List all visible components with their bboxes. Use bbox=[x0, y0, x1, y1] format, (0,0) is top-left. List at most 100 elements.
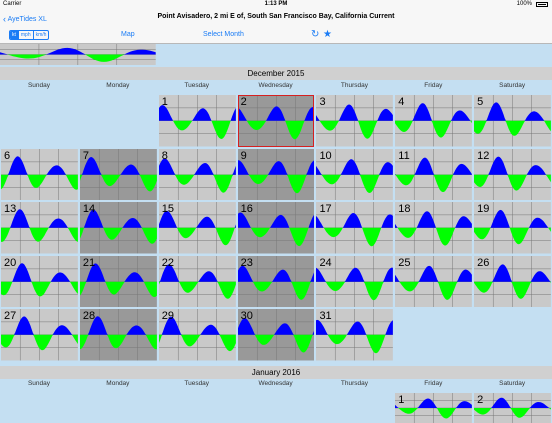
tide-graph bbox=[1, 202, 78, 254]
calendar-day-cell[interactable]: 7 bbox=[79, 148, 157, 200]
flood-current-area bbox=[316, 267, 394, 282]
flood-current-area bbox=[237, 318, 315, 335]
calendar-day-cell[interactable] bbox=[0, 44, 156, 65]
calendar-day-cell[interactable]: 11 bbox=[395, 148, 473, 200]
calendar-day-cell[interactable]: 25 bbox=[395, 255, 473, 307]
flood-current-area bbox=[1, 262, 78, 282]
calendar-day-cell[interactable]: 30 bbox=[237, 309, 315, 361]
tide-graph bbox=[1, 309, 78, 361]
calendar-day-cell[interactable]: 16 bbox=[237, 202, 315, 254]
tide-graph bbox=[79, 309, 157, 361]
flood-current-area bbox=[316, 213, 394, 228]
calendar-day-cell[interactable]: 15 bbox=[158, 202, 236, 254]
calendar-day-cell[interactable]: 29 bbox=[158, 309, 236, 361]
flood-current-area bbox=[395, 265, 473, 282]
day-number: 26 bbox=[477, 256, 490, 269]
calendar-day-cell[interactable]: 5 bbox=[474, 95, 552, 147]
flood-current-area bbox=[1, 316, 78, 335]
status-time: 1:13 PM bbox=[264, 1, 288, 7]
ebb-current-area bbox=[237, 334, 315, 353]
unit-mph-segment[interactable]: mph bbox=[17, 31, 33, 39]
calendar-day-cell[interactable]: 4 bbox=[395, 95, 473, 147]
calendar-day-cell[interactable]: 1 bbox=[158, 95, 236, 147]
day-number: 7 bbox=[82, 149, 89, 162]
battery-percentage: 100% bbox=[516, 1, 532, 7]
calendar-day-cell[interactable]: 12 bbox=[474, 148, 552, 200]
ebb-current-area bbox=[158, 281, 236, 299]
calendar-day-cell[interactable]: 26 bbox=[474, 255, 552, 307]
select-month-button[interactable]: Select Month bbox=[203, 31, 244, 38]
calendar-day-cell[interactable]: 10 bbox=[316, 148, 394, 200]
calendar-day-cell[interactable]: 27 bbox=[1, 309, 78, 361]
tide-graph bbox=[474, 148, 552, 200]
calendar-day-cell[interactable]: 31 bbox=[316, 309, 394, 361]
map-button[interactable]: Map bbox=[121, 31, 135, 38]
day-number: 11 bbox=[398, 149, 410, 162]
day-number: 14 bbox=[82, 203, 96, 215]
unit-kt-segment[interactable]: kt bbox=[10, 31, 18, 39]
calendar-day-cell[interactable]: 28 bbox=[79, 309, 157, 361]
calendar-day-cell[interactable]: 3 bbox=[316, 95, 394, 147]
day-number: 1 bbox=[161, 96, 168, 108]
carrier-label: Carrier bbox=[3, 1, 22, 7]
tide-graph bbox=[474, 202, 552, 254]
tide-graph bbox=[1, 148, 78, 200]
day-number: 17 bbox=[319, 203, 332, 215]
star-icon[interactable]: ★ bbox=[323, 29, 332, 40]
tide-graph bbox=[395, 393, 473, 423]
calendar-day-cell[interactable]: 19 bbox=[474, 202, 552, 254]
units-segmented-control[interactable]: kt mph km/h bbox=[9, 30, 50, 40]
flood-current-area bbox=[237, 212, 315, 228]
calendar-day-cell[interactable]: 2 bbox=[237, 95, 315, 147]
flood-current-area bbox=[1, 155, 78, 175]
calendar-day-cell[interactable]: 20 bbox=[1, 255, 78, 307]
calendar-day-cell[interactable]: 24 bbox=[316, 255, 394, 307]
unit-kmh-segment[interactable]: km/h bbox=[32, 31, 49, 39]
calendar-day-cell[interactable]: 6 bbox=[1, 148, 78, 200]
day-number: 3 bbox=[319, 96, 326, 108]
ebb-current-area bbox=[158, 174, 236, 193]
ebb-current-area bbox=[474, 120, 552, 136]
day-number: 21 bbox=[82, 256, 96, 269]
ebb-current-area bbox=[1, 334, 78, 351]
day-number: 27 bbox=[4, 310, 17, 322]
calendar-day-cell[interactable]: 2 bbox=[474, 393, 552, 423]
tide-graph bbox=[79, 202, 157, 254]
calendar-day-cell[interactable]: 1 bbox=[395, 393, 473, 423]
weekday-header-row: Sunday Monday Tuesday Wednesday Thursday Frid… bbox=[0, 82, 552, 94]
tide-graph bbox=[237, 148, 315, 200]
refresh-icon[interactable]: ↻ bbox=[311, 29, 320, 40]
ebb-current-area bbox=[316, 174, 394, 193]
calendar-day-cell[interactable]: 13 bbox=[1, 202, 78, 254]
weekday-label: Friday bbox=[424, 380, 443, 387]
weekday-label: Friday bbox=[424, 82, 443, 89]
calendar-day-cell[interactable]: 8 bbox=[158, 148, 236, 200]
flood-current-area bbox=[474, 397, 552, 408]
day-number: 16 bbox=[240, 203, 253, 215]
selected-day-outline bbox=[237, 95, 315, 147]
day-number: 15 bbox=[161, 203, 174, 215]
calendar-day-cell[interactable]: 14 bbox=[79, 202, 157, 254]
tide-graph bbox=[395, 148, 473, 200]
ebb-current-area bbox=[474, 227, 552, 245]
calendar-day-cell[interactable]: 18 bbox=[395, 202, 473, 254]
day-number: 1 bbox=[398, 394, 405, 406]
tide-graph bbox=[316, 95, 394, 147]
calendar-day-cell[interactable]: 9 bbox=[237, 148, 315, 200]
flood-current-area bbox=[316, 319, 394, 335]
flood-current-area bbox=[395, 398, 473, 408]
flood-current-area bbox=[237, 265, 315, 282]
month-header: December 2015 bbox=[0, 67, 552, 80]
day-number: 4 bbox=[398, 96, 405, 108]
calendar-day-cell[interactable]: 17 bbox=[316, 202, 394, 254]
flood-current-area bbox=[474, 209, 552, 228]
flood-current-area bbox=[79, 156, 157, 175]
tide-graph bbox=[474, 95, 552, 147]
calendar-day-cell[interactable]: 23 bbox=[237, 255, 315, 307]
calendar-day-cell[interactable]: 21 bbox=[79, 255, 157, 307]
back-button[interactable]: ‹ AyeTides XL bbox=[3, 13, 47, 24]
day-number: 10 bbox=[319, 149, 332, 162]
day-number: 23 bbox=[240, 256, 253, 269]
ebb-current-area bbox=[316, 334, 394, 354]
calendar-day-cell[interactable]: 22 bbox=[158, 255, 236, 307]
